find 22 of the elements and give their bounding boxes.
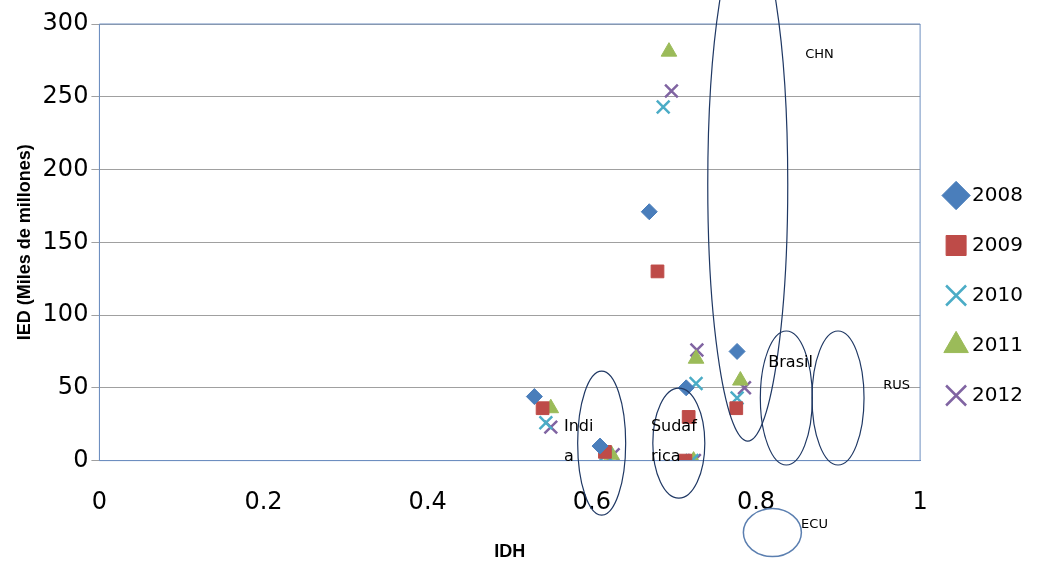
- y-tick-label: 100: [42, 299, 89, 328]
- legend-label: 2008: [972, 181, 1024, 206]
- legend-label: 2011: [972, 331, 1024, 356]
- x-tick-label: 0.2: [244, 487, 283, 516]
- annotation: CHN: [805, 44, 835, 63]
- y-tick-label: 150: [42, 226, 89, 255]
- legend-label: 2009: [972, 231, 1024, 256]
- y-tick-label: 0: [73, 444, 89, 473]
- y-axis-title: IED (Miles de millones): [13, 144, 34, 341]
- legend-label: 2012: [972, 381, 1024, 406]
- y-tick-label: 50: [57, 372, 89, 401]
- y-tick-label: 300: [42, 8, 89, 37]
- annotation: RUS: [883, 376, 911, 395]
- text: ECU: [801, 514, 829, 533]
- x-tick-label: 1: [912, 487, 928, 516]
- x-tick-label: 0: [91, 487, 108, 516]
- x-tick-label: 0.8: [736, 487, 776, 516]
- x-axis-title: IDH: [494, 541, 526, 562]
- y-tick-label: 200: [42, 153, 89, 182]
- x-tick-label: 0.4: [408, 487, 447, 516]
- legend-label: 2010: [972, 281, 1024, 306]
- y-tick-label: 250: [42, 81, 89, 109]
